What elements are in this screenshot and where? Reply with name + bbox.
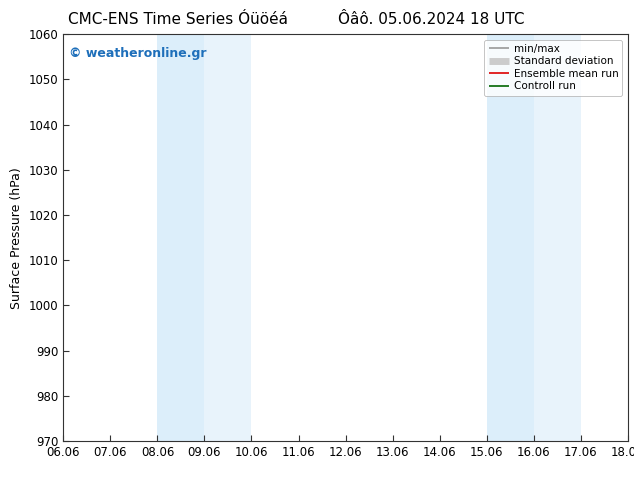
Bar [486,34,534,441]
Text: CMC-ENS Time Series Óüöéá: CMC-ENS Time Series Óüöéá [67,12,288,27]
Y-axis label: Surface Pressure (hPa): Surface Pressure (hPa) [10,167,23,309]
Bar [534,34,581,441]
Legend: min/max, Standard deviation, Ensemble mean run, Controll run: min/max, Standard deviation, Ensemble me… [484,40,623,96]
Text: Ôâô. 05.06.2024 18 UTC: Ôâô. 05.06.2024 18 UTC [338,12,524,27]
Text: © weatheronline.gr: © weatheronline.gr [69,47,207,59]
Bar [157,34,204,441]
Bar [204,34,252,441]
